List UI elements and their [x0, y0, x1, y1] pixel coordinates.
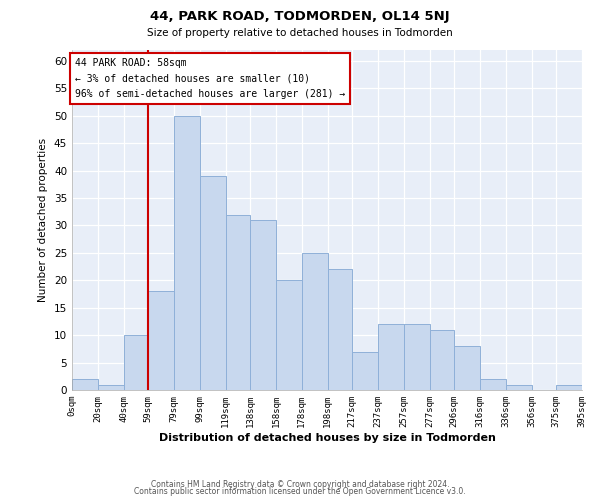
Bar: [556, 384, 582, 390]
Y-axis label: Number of detached properties: Number of detached properties: [38, 138, 49, 302]
X-axis label: Distribution of detached houses by size in Todmorden: Distribution of detached houses by size …: [158, 432, 496, 442]
Bar: [480, 379, 506, 390]
Bar: [430, 330, 454, 390]
Text: 44, PARK ROAD, TODMORDEN, OL14 5NJ: 44, PARK ROAD, TODMORDEN, OL14 5NJ: [150, 10, 450, 23]
Bar: [454, 346, 480, 390]
Bar: [582, 384, 600, 390]
Bar: [200, 176, 226, 390]
Bar: [352, 352, 378, 390]
Bar: [148, 292, 174, 390]
Bar: [302, 253, 328, 390]
Bar: [174, 116, 200, 390]
Text: Contains HM Land Registry data © Crown copyright and database right 2024.: Contains HM Land Registry data © Crown c…: [151, 480, 449, 489]
Bar: [404, 324, 430, 390]
Bar: [506, 384, 532, 390]
Bar: [328, 270, 352, 390]
Text: 44 PARK ROAD: 58sqm
← 3% of detached houses are smaller (10)
96% of semi-detache: 44 PARK ROAD: 58sqm ← 3% of detached hou…: [74, 58, 345, 100]
Text: Size of property relative to detached houses in Todmorden: Size of property relative to detached ho…: [147, 28, 453, 38]
Bar: [250, 220, 276, 390]
Bar: [124, 335, 148, 390]
Bar: [72, 379, 98, 390]
Bar: [276, 280, 302, 390]
Bar: [378, 324, 404, 390]
Bar: [226, 214, 250, 390]
Text: Contains public sector information licensed under the Open Government Licence v3: Contains public sector information licen…: [134, 488, 466, 496]
Bar: [98, 384, 124, 390]
